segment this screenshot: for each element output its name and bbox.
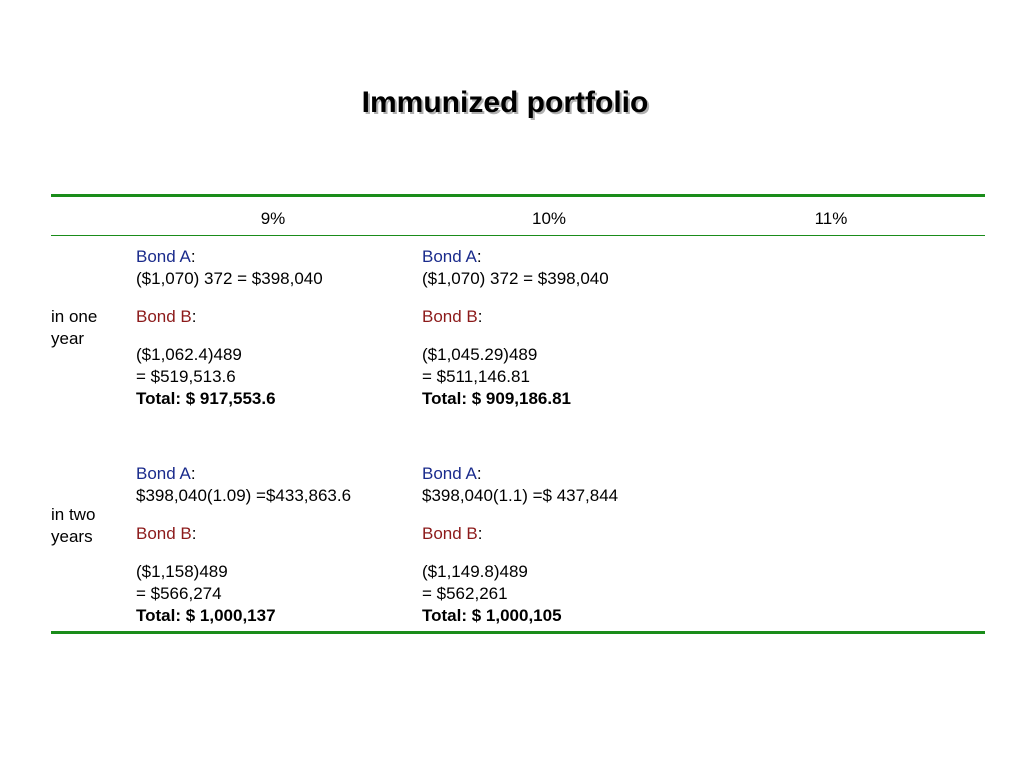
bond-b-calc: ($1,158)489 [136,562,228,581]
row-label-two-years: in two years [51,505,96,546]
portfolio-table: 9% 10% 11% in one year Bond A: ($1,070) … [51,194,985,634]
row-label-one-year: in one year [51,307,98,348]
page-title: Immunized portfolio [361,86,649,119]
bond-a-label: Bond A [136,464,191,483]
bond-b-calc: ($1,062.4)489 [136,345,242,364]
bond-a-label: Bond A [422,464,477,483]
bond-b-label: Bond B [422,524,478,543]
bond-b-value: = $511,146.81 [422,367,530,386]
total-value: Total: $ 1,000,137 [136,606,276,625]
total-value: Total: $ 1,000,105 [422,606,562,625]
table-bottom-rule [51,631,985,634]
total-value: Total: $ 909,186.81 [422,389,571,408]
bond-b-value: = $562,261 [422,584,508,603]
bond-a-value: ($1,070) 372 = $398,040 [422,269,609,288]
bond-a-value: ($1,070) 372 = $398,040 [136,269,323,288]
bond-b-value: = $519,513.6 [136,367,236,386]
bond-b-calc: ($1,149.8)489 [422,562,528,581]
bond-a-label: Bond A [136,247,191,266]
cell-one-year-9: Bond A: ($1,070) 372 = $398,040 Bond B: … [136,247,323,408]
cell-two-years-10: Bond A: $398,040(1.1) =$ 437,844 Bond B:… [422,464,619,625]
cell-two-years-9: Bond A: $398,040(1.09) =$433,863.6 Bond … [136,464,352,625]
header-10-percent: 10% [531,209,567,228]
bond-b-calc: ($1,045.29)489 [422,345,538,364]
header-11-percent: 11% [814,209,848,228]
table-top-rule [51,194,985,197]
bond-b-label: Bond B [136,524,192,543]
total-value: Total: $ 917,553.6 [136,389,276,408]
bond-b-label: Bond B [136,307,192,326]
bond-a-label: Bond A [422,247,477,266]
header-rule [51,235,985,236]
bond-a-value: $398,040(1.1) =$ 437,844 [422,486,619,505]
header-9-percent: 9% [260,209,286,228]
cell-one-year-10: Bond A: ($1,070) 372 = $398,040 Bond B: … [422,247,609,408]
bond-b-value: = $566,274 [136,584,222,603]
bond-a-value: $398,040(1.09) =$433,863.6 [136,486,352,505]
bond-b-label: Bond B [422,307,478,326]
